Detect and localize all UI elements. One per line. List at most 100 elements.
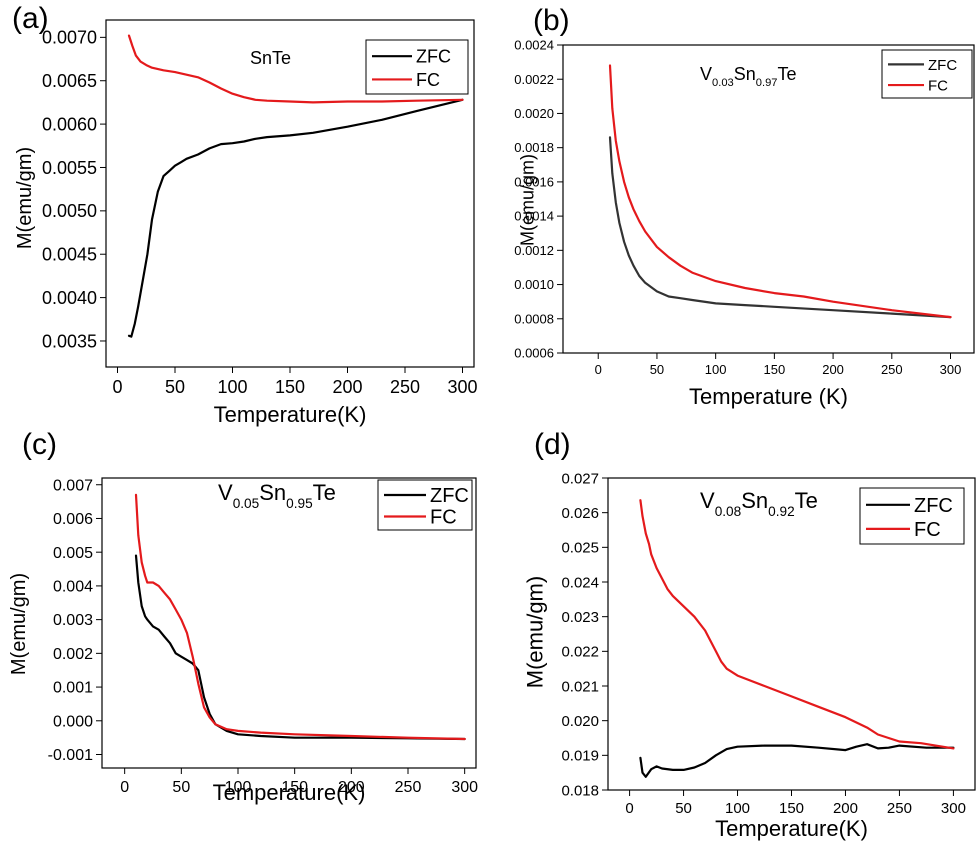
x-tick-label: 150 xyxy=(779,800,804,817)
y-tick-label: 0.001 xyxy=(53,680,93,697)
y-tick-label: 0.002 xyxy=(53,646,93,663)
y-tick-label: 0.0050 xyxy=(42,201,97,221)
y-tick-label: 0.0045 xyxy=(42,245,97,265)
y-tick-label: 0.0018 xyxy=(514,140,554,155)
legend-label-zfc: ZFC xyxy=(914,495,953,517)
y-tick-label: 0.0016 xyxy=(514,174,554,189)
y-tick-label: 0.027 xyxy=(561,470,599,487)
x-tick-label: 50 xyxy=(165,377,185,397)
x-tick-label: 150 xyxy=(275,377,305,397)
legend-box xyxy=(365,39,469,95)
y-tick-label: 0.018 xyxy=(561,782,599,799)
y-tick-label: 0.000 xyxy=(53,713,93,730)
compound-annotation: V0.05Sn0.95Te xyxy=(218,480,336,511)
plot-frame xyxy=(562,44,975,354)
y-tick-label: 0.0012 xyxy=(514,243,554,258)
y-tick-label: 0.0020 xyxy=(514,106,554,121)
y-axis-label: M(emu/gm) xyxy=(523,576,548,688)
y-tick-label: 0.0024 xyxy=(514,38,554,53)
legend-label-fc: FC xyxy=(416,70,440,90)
series-line-zfc xyxy=(639,743,955,778)
legend-box xyxy=(377,479,473,531)
series-line-fc xyxy=(608,64,952,319)
chart-panel-c: 0 50 100 150 200 250 300 -0.001 0.000 0.001 0.002 0… xyxy=(8,428,478,805)
x-axis-label: Temperature(K) xyxy=(214,402,367,427)
series-line-zfc xyxy=(127,98,464,338)
legend-label-fc: FC xyxy=(430,507,457,529)
panel-label: (d) xyxy=(534,428,571,461)
x-tick-label: 200 xyxy=(332,377,362,397)
x-tick-label: 250 xyxy=(887,800,912,817)
y-tick-label: -0.001 xyxy=(48,747,93,764)
compound-annotation: V0.08Sn0.92Te xyxy=(700,488,818,519)
x-tick-label: 0 xyxy=(112,377,122,397)
chart-panel-d: 0 50 100 150 200 250 300 0.018 0.019 0.020 0.021 0.… xyxy=(523,428,976,841)
x-tick-label: 200 xyxy=(822,362,844,377)
y-tick-label: 0.0022 xyxy=(514,72,554,87)
chart-panel-b: 0 50 100 150 200 250 300 0.0006 0.0008 0.0010 0.00… xyxy=(514,4,975,409)
x-tick-label: 100 xyxy=(705,362,727,377)
y-tick-label: 0.0035 xyxy=(42,331,97,351)
y-tick-label: 0.026 xyxy=(561,505,599,522)
y-axis-label: M(emu/gm) xyxy=(517,154,537,246)
x-tick-label: 200 xyxy=(833,800,858,817)
y-tick-label: 0.024 xyxy=(561,574,599,591)
compound-annotation: SnTe xyxy=(250,48,291,68)
series-line-zfc xyxy=(608,136,952,319)
legend-label-fc: FC xyxy=(914,519,941,541)
y-tick-label: 0.0055 xyxy=(42,158,97,178)
x-tick-label: 150 xyxy=(281,779,308,796)
panel-label: (a) xyxy=(12,2,49,35)
series-line-fc xyxy=(639,499,955,750)
x-tick-label: 300 xyxy=(451,779,478,796)
panel-label: (c) xyxy=(22,428,57,461)
y-tick-label: 0.005 xyxy=(53,545,93,562)
y-axis-label: M(emu/gm) xyxy=(8,573,30,675)
y-tick-label: 0.023 xyxy=(561,609,599,626)
y-tick-label: 0.007 xyxy=(53,477,93,494)
x-tick-label: 100 xyxy=(217,377,247,397)
y-tick-label: 0.0060 xyxy=(42,114,97,134)
x-tick-label: 150 xyxy=(764,362,786,377)
legend-label-fc: FC xyxy=(928,77,948,94)
y-tick-label: 0.025 xyxy=(561,540,599,557)
series-line-zfc xyxy=(134,554,466,741)
y-tick-label: 0.0008 xyxy=(514,311,554,326)
x-tick-label: 300 xyxy=(447,377,477,397)
x-tick-label: 250 xyxy=(390,377,420,397)
y-tick-label: 0.0006 xyxy=(514,346,554,361)
x-tick-label: 50 xyxy=(675,800,692,817)
legend-box xyxy=(881,49,973,99)
chart-panel-a: 0 50 100 150 200 250 300 0.0035 0.0040 0.0045 0.00… xyxy=(12,2,478,427)
x-tick-label: 50 xyxy=(650,362,664,377)
x-tick-label: 300 xyxy=(941,800,966,817)
y-tick-label: 0.022 xyxy=(561,644,599,661)
x-axis-label: Temperature(K) xyxy=(715,816,868,841)
compound-annotation: V0.03Sn0.97Te xyxy=(700,64,797,89)
y-axis-label: M(emu/gm) xyxy=(14,147,36,249)
legend-label-zfc: ZFC xyxy=(430,485,469,507)
x-tick-label: 0 xyxy=(625,800,633,817)
legend-label-zfc: ZFC xyxy=(416,47,451,67)
x-tick-label: 100 xyxy=(225,779,252,796)
x-tick-label: 0 xyxy=(120,779,129,796)
x-tick-label: 250 xyxy=(395,779,422,796)
x-tick-label: 300 xyxy=(940,362,962,377)
series-line-fc xyxy=(134,493,466,741)
x-tick-label: 200 xyxy=(338,779,365,796)
x-tick-label: 100 xyxy=(725,800,750,817)
y-tick-label: 0.003 xyxy=(53,612,93,629)
plot-frame xyxy=(101,477,477,769)
y-tick-label: 0.0065 xyxy=(42,71,97,91)
y-tick-label: 0.019 xyxy=(561,748,599,765)
legend-box xyxy=(859,487,965,545)
y-tick-label: 0.004 xyxy=(53,579,93,596)
x-axis-label: Temperature(K) xyxy=(213,780,366,805)
x-axis-label: Temperature (K) xyxy=(689,384,848,409)
y-tick-label: 0.0010 xyxy=(514,277,554,292)
x-tick-label: 50 xyxy=(172,779,190,796)
x-tick-label: 0 xyxy=(595,362,602,377)
y-tick-label: 0.0070 xyxy=(42,28,97,48)
x-tick-label: 250 xyxy=(881,362,903,377)
